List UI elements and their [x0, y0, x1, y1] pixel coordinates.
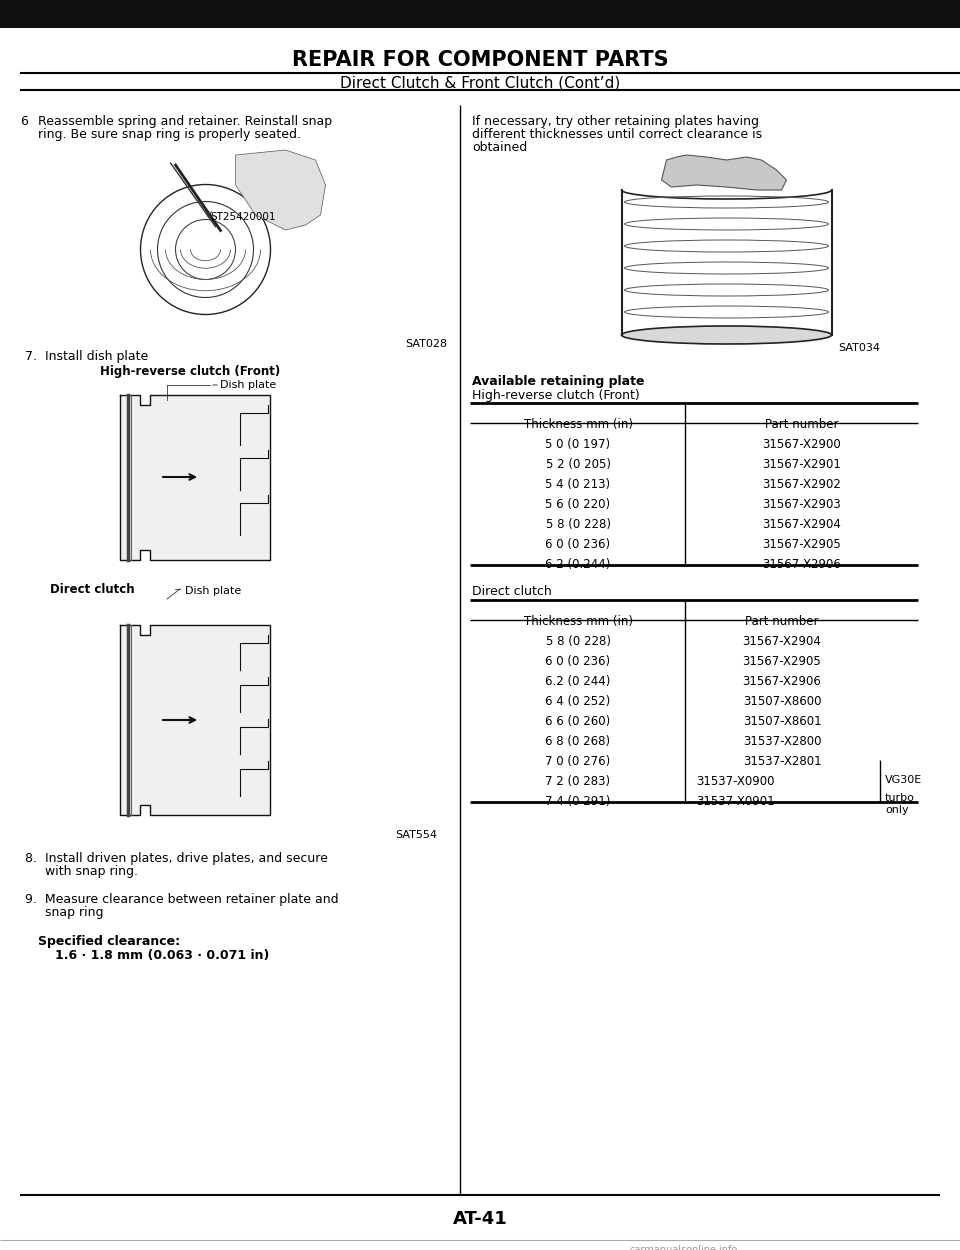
Text: 1.6 · 1.8 mm (0.063 · 0.071 in): 1.6 · 1.8 mm (0.063 · 0.071 in) — [55, 949, 270, 962]
Text: 31567-X2905: 31567-X2905 — [743, 655, 822, 668]
Text: 31537-X0900: 31537-X0900 — [696, 775, 775, 788]
Text: only: only — [885, 805, 908, 815]
Text: 5 8 (0 228): 5 8 (0 228) — [545, 635, 611, 648]
Text: Dish plate: Dish plate — [185, 586, 241, 596]
Text: Thickness mm (in): Thickness mm (in) — [523, 615, 633, 628]
Text: 6 4 (0 252): 6 4 (0 252) — [545, 695, 611, 708]
Text: 31567-X2906: 31567-X2906 — [762, 558, 841, 571]
Text: 7 4 (0 291): 7 4 (0 291) — [545, 795, 611, 808]
Text: High-reverse clutch (Front): High-reverse clutch (Front) — [472, 389, 639, 402]
Text: 31567-X2900: 31567-X2900 — [762, 438, 841, 451]
Text: 5 8 (0 228): 5 8 (0 228) — [545, 518, 611, 531]
Text: 31537-X0901: 31537-X0901 — [696, 795, 775, 808]
Text: 31567-X2902: 31567-X2902 — [762, 478, 841, 491]
Text: ring. Be sure snap ring is properly seated.: ring. Be sure snap ring is properly seat… — [38, 127, 301, 141]
Text: 7 0 (0 276): 7 0 (0 276) — [545, 755, 611, 768]
Text: 8.  Install driven plates, drive plates, and secure: 8. Install driven plates, drive plates, … — [25, 853, 328, 865]
Text: Dish plate: Dish plate — [220, 380, 276, 390]
Text: snap ring: snap ring — [25, 906, 104, 919]
Text: 5 4 (0 213): 5 4 (0 213) — [545, 478, 611, 491]
Text: 31567-X2901: 31567-X2901 — [762, 458, 841, 471]
Text: 6: 6 — [20, 115, 28, 128]
Text: 6 6 (0 260): 6 6 (0 260) — [545, 715, 611, 727]
Text: turbo: turbo — [885, 792, 915, 802]
Text: 6.2 (0 244): 6.2 (0 244) — [545, 675, 611, 688]
Text: Direct clutch: Direct clutch — [472, 585, 552, 597]
Text: REPAIR FOR COMPONENT PARTS: REPAIR FOR COMPONENT PARTS — [292, 50, 668, 70]
Text: 31567-X2904: 31567-X2904 — [743, 635, 822, 648]
Text: 31537-X2800: 31537-X2800 — [743, 735, 821, 748]
Text: Thickness mm (in): Thickness mm (in) — [523, 418, 633, 431]
Bar — [30, 145, 420, 335]
Text: 31567-X2903: 31567-X2903 — [762, 498, 841, 511]
Text: SAT554: SAT554 — [395, 830, 437, 840]
Text: 31567-X2906: 31567-X2906 — [743, 675, 822, 688]
Text: 9.  Measure clearance between retainer plate and: 9. Measure clearance between retainer pl… — [25, 892, 339, 906]
Polygon shape — [120, 395, 270, 560]
Text: with snap ring.: with snap ring. — [25, 865, 138, 877]
Text: If necessary, try other retaining plates having: If necessary, try other retaining plates… — [472, 115, 759, 128]
Text: Reassemble spring and retainer. Reinstall snap: Reassemble spring and retainer. Reinstal… — [38, 115, 332, 128]
Text: 31567-X2904: 31567-X2904 — [762, 518, 841, 531]
Text: SAT034: SAT034 — [838, 342, 880, 352]
Text: Specified clearance:: Specified clearance: — [38, 935, 180, 948]
Text: Available retaining plate: Available retaining plate — [472, 375, 644, 388]
Text: 5 2 (0 205): 5 2 (0 205) — [545, 458, 611, 471]
Text: 7 2 (0 283): 7 2 (0 283) — [545, 775, 611, 788]
Text: ST25420001: ST25420001 — [210, 211, 276, 221]
Bar — [0, 0, 960, 28]
Text: carmanualsonline.info: carmanualsonline.info — [630, 1245, 738, 1250]
Polygon shape — [661, 155, 786, 190]
Text: SAT028: SAT028 — [405, 339, 447, 349]
Text: VG30E: VG30E — [885, 775, 923, 785]
Text: 6 2 (0.244): 6 2 (0.244) — [545, 558, 611, 571]
Bar — [490, 155, 920, 340]
Ellipse shape — [621, 326, 831, 344]
Text: AT-41: AT-41 — [452, 1210, 508, 1228]
Text: Direct clutch: Direct clutch — [50, 582, 134, 596]
Text: 5 0 (0 197): 5 0 (0 197) — [545, 438, 611, 451]
Text: 31567-X2905: 31567-X2905 — [762, 538, 841, 551]
Text: 5 6 (0 220): 5 6 (0 220) — [545, 498, 611, 511]
Text: 7.  Install dish plate: 7. Install dish plate — [25, 350, 148, 362]
Text: 6 8 (0 268): 6 8 (0 268) — [545, 735, 611, 748]
Text: Direct Clutch & Front Clutch (Cont’d): Direct Clutch & Front Clutch (Cont’d) — [340, 75, 620, 90]
Text: Part number: Part number — [745, 615, 819, 628]
Text: 31507-X8600: 31507-X8600 — [743, 695, 821, 708]
Polygon shape — [120, 625, 270, 815]
Text: 6 0 (0 236): 6 0 (0 236) — [545, 655, 611, 668]
Text: 31507-X8601: 31507-X8601 — [743, 715, 822, 727]
Text: Part number: Part number — [765, 418, 839, 431]
Text: different thicknesses until correct clearance is: different thicknesses until correct clea… — [472, 127, 762, 141]
Text: 31537-X2801: 31537-X2801 — [743, 755, 822, 768]
Text: obtained: obtained — [472, 141, 527, 154]
Text: 6 0 (0 236): 6 0 (0 236) — [545, 538, 611, 551]
Polygon shape — [235, 150, 325, 230]
Text: High-reverse clutch (Front): High-reverse clutch (Front) — [100, 365, 280, 378]
